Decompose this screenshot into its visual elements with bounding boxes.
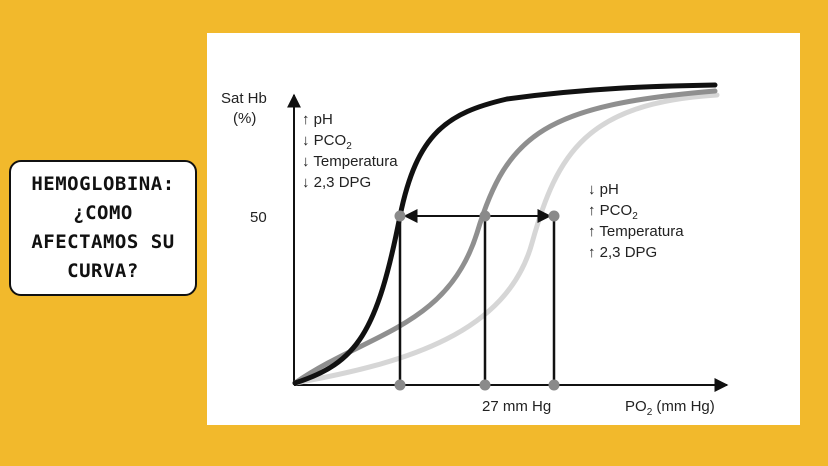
title-line-3: AFECTAMOS SU [31, 231, 175, 253]
title-line-1: HEMOGLOBINA: [31, 173, 175, 195]
curve-normal [292, 88, 718, 386]
factor-line: ↑ pH [302, 111, 333, 128]
factor-line: ↓ PCO2 [302, 132, 352, 152]
curve-right-shift [292, 92, 720, 386]
marker-base-right [548, 379, 560, 391]
y-axis-label-line2: (%) [233, 110, 256, 127]
x-axis-label: PO2 (mm Hg) [625, 398, 715, 418]
title-card: HEMOGLOBINA: ¿COMO AFECTAMOS SU CURVA? [9, 160, 197, 296]
y-axis-label-line1: Sat Hb [221, 90, 267, 107]
factor-line: ↓ Temperatura [302, 153, 398, 170]
factor-line: ↓ pH [588, 181, 619, 198]
marker-base-middle [479, 379, 491, 391]
marker-50-right [548, 210, 560, 222]
left-shift-factors: ↑ pH ↓ PCO2 ↓ Temperatura ↓ 2,3 DPG [302, 111, 398, 191]
title-line-4: CURVA? [67, 260, 139, 282]
factor-line: ↑ 2,3 DPG [588, 244, 657, 261]
x-tick-27: 27 mm Hg [482, 398, 551, 415]
factor-line: ↓ 2,3 DPG [302, 174, 371, 191]
marker-50-left [394, 210, 406, 222]
marker-50-middle [479, 210, 491, 222]
y-tick-50: 50 [250, 209, 267, 226]
dissociation-curve-diagram: Sat Hb (%) 50 27 mm Hg PO2 (mm Hg) ↑ pH … [221, 82, 729, 418]
marker-base-left [394, 379, 406, 391]
right-shift-factors: ↓ pH ↑ PCO2 ↑ Temperatura ↑ 2,3 DPG [588, 181, 684, 261]
factor-line: ↑ Temperatura [588, 223, 684, 240]
factor-line: ↑ PCO2 [588, 202, 638, 222]
title-line-2: ¿COMO [73, 202, 133, 224]
curve-left-shift [292, 82, 718, 386]
diagram-panel: Sat Hb (%) 50 27 mm Hg PO2 (mm Hg) ↑ pH … [207, 33, 800, 425]
